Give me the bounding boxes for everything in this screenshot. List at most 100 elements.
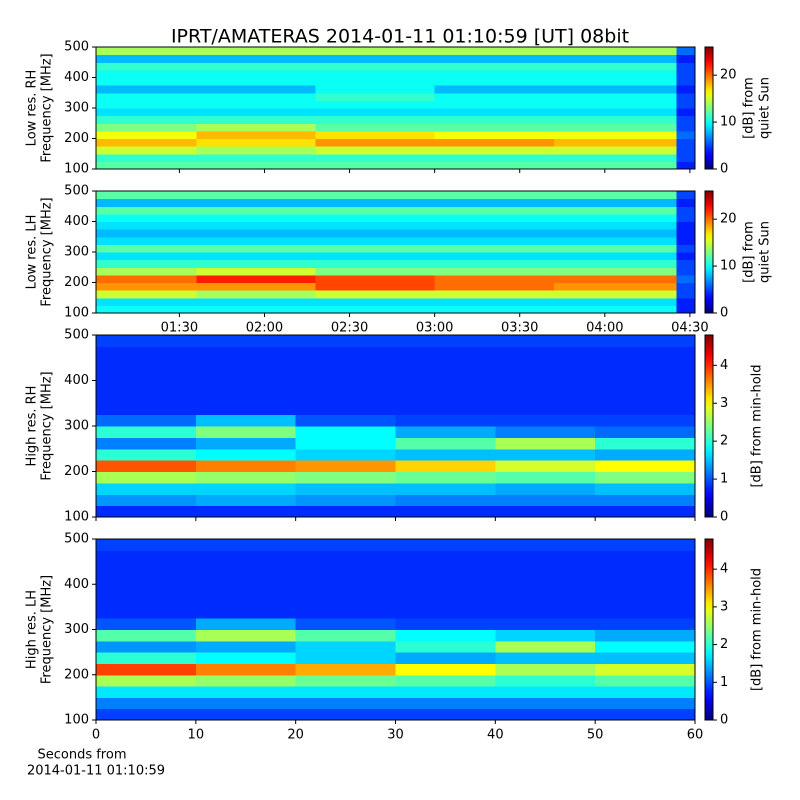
heatmap-cell [96, 697, 197, 710]
heatmap-cell [395, 652, 496, 664]
heatmap-cell [676, 221, 696, 230]
heatmap-cell [395, 674, 496, 687]
heatmap-cell [676, 77, 696, 86]
colorbar-tick-label: 1 [720, 472, 728, 487]
heatmap-cell [595, 606, 696, 619]
heatmap-cell [495, 460, 596, 472]
heatmap-cell [96, 267, 197, 276]
heatmap-cell [315, 108, 436, 117]
heatmap-cell [315, 244, 436, 253]
heatmap-cell [315, 305, 436, 314]
heatmap-cell [315, 221, 436, 230]
y-axis-label: Frequency [MHz] [40, 53, 55, 162]
heatmap-cell [295, 437, 396, 450]
heatmap-cell [595, 471, 696, 484]
heatmap-cell [676, 259, 696, 268]
heatmap-cell [96, 115, 197, 124]
heatmap-cell [595, 494, 696, 507]
heatmap-cell [395, 380, 496, 393]
heatmap-cell [315, 198, 436, 207]
heatmap-cell [315, 161, 436, 170]
heatmap-cell [553, 252, 677, 261]
heatmap-cell [553, 123, 677, 132]
x-tick-label: 40 [487, 728, 504, 743]
heatmap-cell [295, 346, 396, 359]
y-tick-label: 400 [64, 577, 89, 592]
heatmap-cell [295, 708, 396, 721]
heatmap-cell [195, 482, 297, 495]
colorbar-tick-label: 10 [720, 259, 737, 274]
heatmap-cell [676, 62, 696, 71]
heatmap-cell [96, 674, 197, 687]
heatmap-cell [96, 595, 197, 608]
heatmap-cell [495, 380, 596, 393]
heatmap-cell [295, 391, 396, 404]
heatmap-cell [676, 213, 696, 222]
heatmap-cell [196, 138, 317, 147]
y-axis-label: Frequency [MHz] [40, 197, 55, 306]
heatmap-cell [195, 471, 297, 484]
y-tick-label: 500 [64, 328, 89, 343]
colorbar-tick-label: 4 [720, 562, 728, 577]
heatmap-cell [96, 482, 197, 495]
heatmap-cell [96, 221, 197, 230]
heatmap-cell [553, 100, 677, 109]
heatmap-cell [295, 357, 396, 370]
heatmap-cell [595, 335, 696, 347]
heatmap-cell [195, 663, 297, 676]
colorbar-tick-label: 0 [720, 306, 728, 321]
heatmap-cell [434, 92, 555, 101]
heatmap-cell [96, 426, 197, 438]
heatmap-cell [553, 146, 677, 155]
heatmap-cell [434, 305, 555, 314]
heatmap-cell [96, 77, 197, 86]
colorbar-tick-label: 0 [720, 162, 728, 177]
colorbar-tick-label: 1 [720, 675, 728, 690]
heatmap-cell [196, 252, 317, 261]
heatmap-cell [195, 629, 297, 642]
heatmap-cell [434, 290, 555, 299]
heatmap-cell [434, 252, 555, 261]
heatmap-cell [96, 414, 197, 427]
heatmap-cell [196, 47, 317, 56]
heatmap-cell [96, 69, 197, 78]
heatmap-cell [295, 663, 396, 676]
heatmap-cell [96, 252, 197, 261]
heatmap-cell [395, 640, 496, 653]
heatmap-cell [96, 138, 197, 147]
heatmap-cell [595, 357, 696, 370]
heatmap-cell [434, 198, 555, 207]
heatmap-cell [395, 561, 496, 574]
colorbar-tick-label: 10 [720, 115, 737, 130]
heatmap-cell [295, 471, 396, 484]
y-axis-label: Low res. LH [25, 215, 40, 290]
heatmap-cell [196, 191, 317, 200]
heatmap-cell [195, 561, 297, 574]
heatmap-cell [395, 403, 496, 416]
heatmap-cell [96, 290, 197, 299]
heatmap-cell [676, 69, 696, 78]
heatmap-cell [595, 618, 696, 630]
heatmap-cell [196, 77, 317, 86]
heatmap-cell [595, 403, 696, 416]
heatmap-cell [434, 229, 555, 238]
heatmap-cell [295, 550, 396, 563]
heatmap-cell [495, 335, 596, 347]
heatmap-cell [315, 100, 436, 109]
heatmap-cell [315, 206, 436, 215]
heatmap-cell [676, 274, 696, 283]
heatmap-cell [96, 229, 197, 238]
heatmap-cell [553, 305, 677, 314]
heatmap-cell [595, 369, 696, 381]
heatmap-cell [676, 100, 696, 109]
heatmap-cell [315, 123, 436, 132]
heatmap-cell [495, 686, 596, 698]
heatmap-cell [495, 606, 596, 619]
heatmap-cell [595, 708, 696, 721]
heatmap-cell [395, 482, 496, 495]
colorbar [704, 46, 714, 170]
heatmap-cell [96, 297, 197, 306]
heatmap-cell [196, 206, 317, 215]
heatmap-cell [553, 267, 677, 276]
heatmap-cell [676, 153, 696, 162]
